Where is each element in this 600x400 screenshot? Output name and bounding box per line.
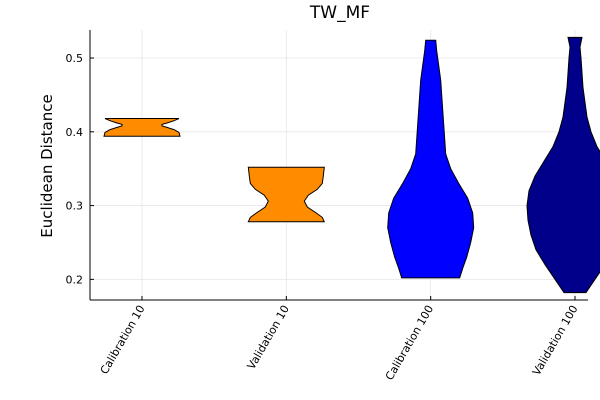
y-tick-label: 0.3 [66, 200, 84, 213]
x-tick-label: Validation 100 [530, 303, 581, 378]
y-axis-label: Euclidean Distance [38, 94, 56, 237]
x-tick-label: Calibration 100 [383, 303, 436, 383]
chart-title: TW_MF [309, 3, 370, 23]
x-tick-label: Calibration 10 [98, 303, 148, 376]
y-tick-label: 0.4 [66, 126, 84, 139]
violins [103, 36, 600, 294]
x-tick-label: Validation 10 [245, 303, 292, 372]
tick-labels: 0.2 0.3 0.4 0.5 Calibration 10 Validation 10 C… [66, 52, 581, 383]
violin-calibration-10 [103, 118, 181, 137]
grid-lines [90, 30, 588, 300]
y-tick-label: 0.2 [66, 273, 84, 286]
violin-validation-10 [247, 166, 326, 223]
violin-calibration-100 [387, 39, 475, 279]
axes [89, 30, 588, 301]
y-tick-label: 0.5 [66, 52, 84, 65]
violin-validation-100 [526, 36, 600, 294]
